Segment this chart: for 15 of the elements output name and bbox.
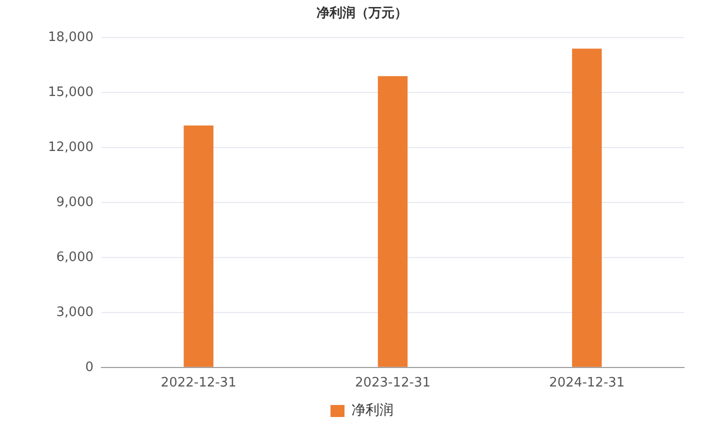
x-tick-label: 2024-12-31 — [549, 376, 625, 391]
y-tick-label: 6,000 — [56, 250, 94, 265]
bar — [572, 48, 602, 367]
chart-title: 净利润（万元） — [316, 5, 408, 22]
y-tick-label: 9,000 — [56, 194, 94, 210]
legend-label: 净利润 — [352, 402, 394, 419]
y-tick-label: 3,000 — [56, 304, 94, 320]
x-tick-label: 2023-12-31 — [354, 376, 431, 391]
y-tick-label: 12,000 — [48, 140, 94, 155]
y-tick-label: 0 — [85, 360, 94, 375]
bar — [184, 126, 214, 367]
x-tick-label: 2022-12-31 — [160, 376, 236, 391]
y-tick-label: 15,000 — [48, 84, 94, 100]
y-tick-label: 18,000 — [48, 30, 94, 45]
bar — [378, 76, 408, 367]
